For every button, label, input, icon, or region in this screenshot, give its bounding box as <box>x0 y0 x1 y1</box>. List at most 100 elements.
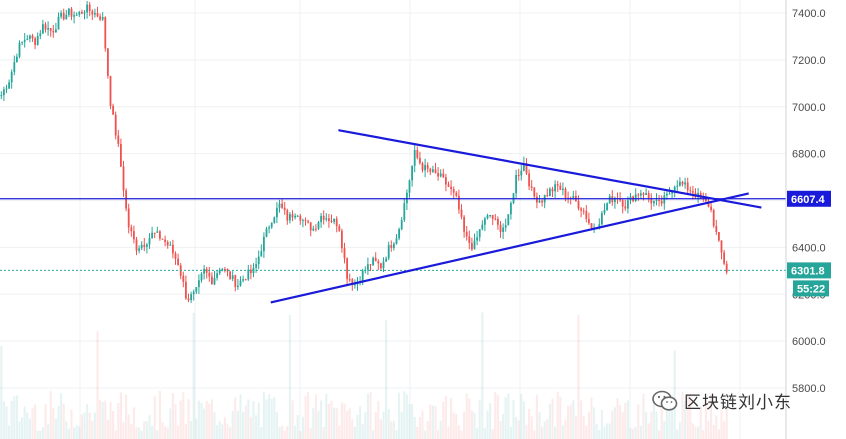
volume-bar <box>239 394 242 439</box>
volume-bar <box>725 405 728 439</box>
candle-body <box>395 238 398 244</box>
candle-body <box>621 200 624 207</box>
volume-bar <box>286 426 289 439</box>
candle-body <box>572 195 575 199</box>
volume-bar <box>496 394 499 439</box>
candle-body <box>491 215 494 219</box>
volume-bar <box>598 430 601 439</box>
candle-body <box>234 275 237 288</box>
volume-bar <box>91 420 94 439</box>
volume-bar <box>400 411 403 439</box>
volume-bar <box>242 411 245 439</box>
candle-body <box>174 253 177 259</box>
volume-bar <box>340 402 343 439</box>
volume-bar <box>119 392 122 439</box>
volume-bar <box>83 412 86 439</box>
volume-bar <box>619 405 622 439</box>
volume-bar <box>346 410 349 439</box>
candle-body <box>634 194 637 202</box>
volume-bar <box>281 425 284 439</box>
volume-bar <box>252 400 255 439</box>
candle-body <box>416 149 419 158</box>
candle-body <box>231 275 234 279</box>
volume-bar <box>587 411 590 439</box>
candle-body <box>182 275 185 282</box>
volume-bar <box>60 393 63 439</box>
candle-body <box>522 163 525 171</box>
candle-body <box>273 217 276 223</box>
candle-body <box>590 223 593 228</box>
volume-bar <box>325 393 328 439</box>
volume-bar <box>312 407 315 439</box>
candle-body <box>710 206 713 211</box>
volume-bar <box>138 427 141 439</box>
candle-body <box>158 231 161 239</box>
volume-bar <box>44 404 47 439</box>
candle-body <box>551 188 554 192</box>
volume-bar <box>582 416 585 439</box>
candle-body <box>325 218 328 220</box>
volume-bar <box>255 415 258 439</box>
candle-body <box>106 48 109 76</box>
candle-body <box>13 62 16 73</box>
volume-bar <box>353 427 356 439</box>
candle-body <box>421 163 424 171</box>
volume-bar <box>236 410 239 439</box>
candle-body <box>242 279 245 281</box>
volume-bar <box>530 416 533 439</box>
candle-body <box>686 182 689 191</box>
candle-body <box>387 245 390 259</box>
volume-bar <box>338 425 341 439</box>
candle-body <box>408 180 411 193</box>
candle-body <box>44 24 47 30</box>
volume-bar <box>678 422 681 439</box>
candle-body <box>600 213 603 225</box>
candle-body <box>322 215 325 220</box>
volume-bar <box>112 411 115 439</box>
volume-bar <box>273 397 276 439</box>
volume-bar <box>595 423 598 439</box>
volume-bar <box>223 417 226 439</box>
volume-bar <box>704 400 707 439</box>
candle-body <box>496 218 499 225</box>
volume-bar <box>405 394 408 439</box>
volume-bar <box>551 398 554 439</box>
volume-bar <box>665 399 668 439</box>
volume-bar <box>686 393 689 439</box>
y-tick-label: 6800.0 <box>792 149 826 161</box>
candle-body <box>585 210 588 219</box>
candle-body <box>54 29 57 33</box>
volume-bar <box>379 419 382 439</box>
candle-body <box>546 195 549 197</box>
volume-bar <box>70 409 73 439</box>
candle-body <box>624 206 627 209</box>
candle-body <box>192 291 195 295</box>
volume-bar <box>411 403 414 439</box>
volume-bar <box>99 399 102 439</box>
candle-body <box>57 16 60 30</box>
volume-bar <box>244 405 247 439</box>
volume-bar <box>13 396 16 439</box>
volume-bar <box>403 391 406 439</box>
candle-body <box>525 163 528 174</box>
candle-body <box>122 166 125 191</box>
candle-body <box>15 56 18 63</box>
candle-body <box>405 192 408 204</box>
volume-bar <box>476 428 479 439</box>
volume-bar <box>642 393 645 439</box>
volume-bar <box>608 423 611 439</box>
volume-bar <box>0 346 3 439</box>
candle-body <box>8 82 11 89</box>
candle-body <box>309 222 312 231</box>
volume-bar <box>507 393 510 439</box>
volume-bar <box>304 396 307 439</box>
candle-body <box>431 169 434 172</box>
volume-bar <box>57 405 60 439</box>
candle-body <box>348 279 351 281</box>
volume-bar <box>444 395 447 439</box>
volume-bar <box>572 400 575 439</box>
volume-bar <box>543 421 546 439</box>
candle-body <box>689 190 692 192</box>
candle-body <box>268 227 271 229</box>
volume-bar <box>655 411 658 439</box>
